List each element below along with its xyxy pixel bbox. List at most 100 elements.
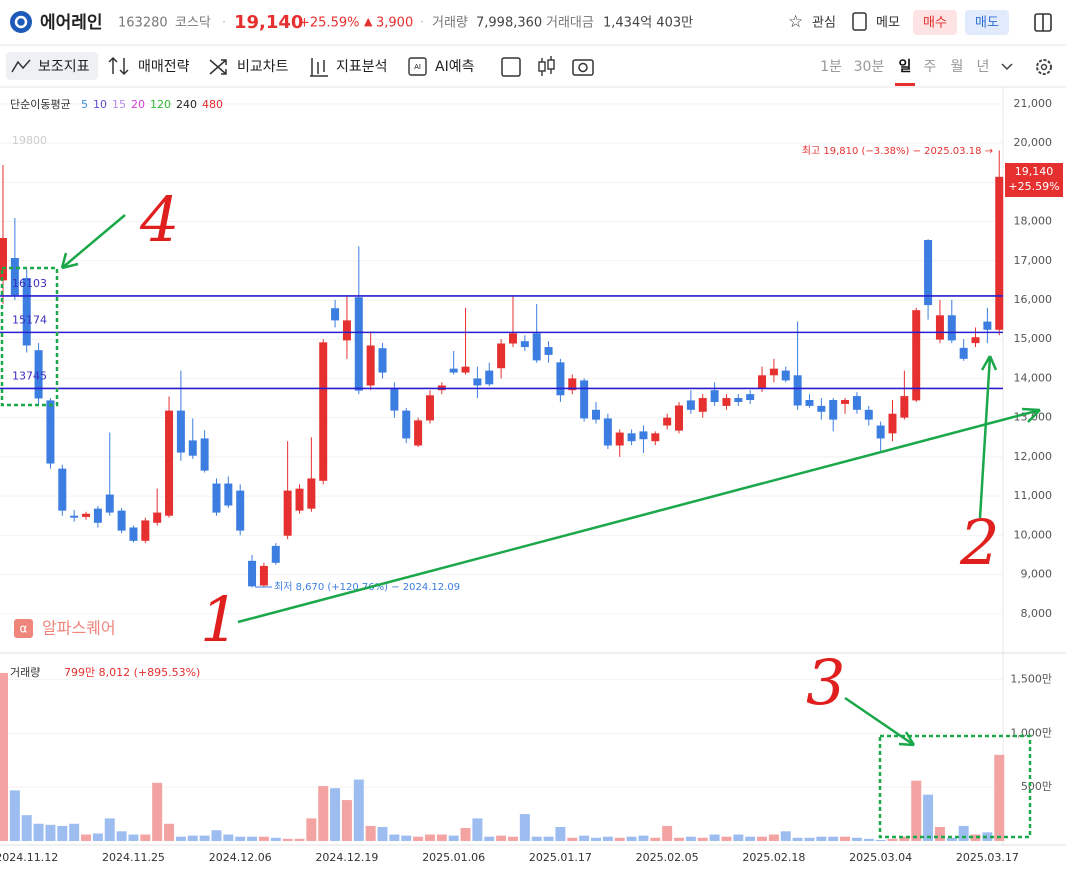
x-tick-label: 2024.11.25 (102, 851, 165, 864)
ma-period: 10 (93, 98, 107, 111)
candle-body (307, 478, 316, 509)
candle-body (153, 512, 162, 523)
watch-button[interactable]: 관심 (812, 16, 836, 31)
tool[interactable]: 매매전략 (138, 59, 190, 75)
period[interactable]: 1분 (820, 59, 842, 75)
price-pane: 16103 15174 13745 (0, 150, 1004, 588)
volume-label: 거래량 (432, 16, 468, 31)
candle-body (912, 310, 921, 401)
volume-bar (650, 837, 661, 841)
period[interactable]: 년 (977, 59, 990, 75)
settings-icon-center (1040, 63, 1048, 71)
volume-bar (448, 835, 459, 841)
separator: · (222, 16, 226, 31)
watermark-logo (14, 619, 33, 638)
candle-body (105, 494, 114, 513)
volume-bar (306, 818, 317, 841)
volume-bar (353, 779, 364, 841)
volume-bar (33, 823, 44, 841)
x-tick-label: 2025.03.04 (849, 851, 912, 864)
volume-bar (519, 814, 530, 841)
candle-body (698, 398, 707, 412)
volume-bar (140, 834, 151, 841)
candle-body (639, 431, 648, 440)
candle-body (34, 350, 43, 399)
overlay: 단순이동평균 19800 최고 19,810 (−3.38%) − 2025.0… (0, 98, 1063, 864)
volume-bar (484, 836, 495, 841)
candle-body (532, 333, 541, 361)
candle-body (402, 410, 411, 439)
x-tick-label: 2025.03.17 (956, 851, 1019, 864)
volume-bar (626, 836, 637, 841)
tool-icon (408, 57, 427, 76)
candle-body (236, 490, 245, 531)
volume-bar (413, 836, 424, 841)
period-selected[interactable]: 일 (899, 59, 912, 75)
ma-label: 단순이동평균 (10, 98, 71, 111)
stock-name: 에어레인 (40, 13, 103, 33)
tool[interactable]: AI예측 (435, 59, 475, 75)
sell-button-bg[interactable] (965, 10, 1009, 35)
candle-body (722, 398, 731, 406)
period-chevron[interactable] (1001, 63, 1013, 71)
volume-bar (175, 836, 186, 841)
candle-body (497, 343, 506, 369)
candle-body (710, 390, 719, 402)
volume-bar (887, 838, 898, 841)
candle-body (852, 396, 861, 410)
y-tick-label: 11,000 (1014, 489, 1053, 502)
memo-icon[interactable] (852, 12, 867, 31)
memo-button[interactable]: 메모 (876, 16, 900, 31)
candle-body (781, 370, 790, 381)
buy-button[interactable]: 매수 (923, 16, 947, 31)
candle-body (947, 315, 956, 341)
level-label: 13745 (12, 369, 47, 382)
amount-label: 거래대금 (546, 16, 594, 31)
candle-body (758, 375, 767, 389)
draw-icon[interactable] (501, 57, 521, 77)
y-tick-label: 16,000 (1014, 293, 1053, 306)
arrow (60, 214, 126, 270)
high-note: 최고 19,810 (−3.38%) − 2025.03.18 → (802, 145, 993, 157)
candle-body (805, 400, 814, 406)
period[interactable]: 주 (924, 59, 937, 75)
volume-bar (863, 838, 874, 841)
period[interactable]: 월 (951, 59, 964, 75)
candle-body (675, 405, 684, 431)
candle-body (10, 258, 19, 296)
volume-bar (235, 836, 246, 841)
tool[interactable]: 지표분석 (336, 59, 388, 75)
volume-bar (674, 837, 685, 841)
camera-icon[interactable] (572, 59, 594, 76)
volume-pane (0, 672, 1005, 841)
candle-body (390, 388, 399, 411)
candle-body (817, 405, 826, 412)
volume: 7,998,360 (476, 16, 542, 31)
volume-bar (555, 826, 566, 841)
volume-bar (840, 836, 851, 841)
candle-body (461, 366, 470, 373)
settings-icon[interactable] (1036, 59, 1052, 75)
period[interactable]: 30분 (854, 59, 885, 75)
tool[interactable]: 비교차트 (237, 59, 289, 75)
buy-button-bg[interactable] (913, 10, 957, 35)
star-icon[interactable]: ☆ (788, 12, 803, 32)
annotations (0, 214, 1041, 839)
annotation-label: 3 (806, 646, 845, 719)
candle-body (924, 239, 933, 306)
candle-body (935, 315, 944, 340)
up-arrow: ▲ (364, 15, 373, 28)
annotation-label: 1 (200, 583, 239, 656)
candle-body (58, 468, 67, 511)
x-tick-label: 2025.01.17 (529, 851, 592, 864)
ma-period: 120 (150, 98, 171, 111)
tool[interactable]: 보조지표 (38, 59, 90, 75)
volume-bar (21, 815, 32, 841)
candle-body (829, 400, 838, 420)
ai-icon-text: AI (414, 63, 421, 71)
volume-bar (211, 830, 222, 841)
volume-bar (330, 788, 341, 841)
sell-button[interactable]: 매도 (975, 16, 999, 31)
volume-bar (258, 836, 269, 841)
volume-bar (567, 837, 578, 841)
